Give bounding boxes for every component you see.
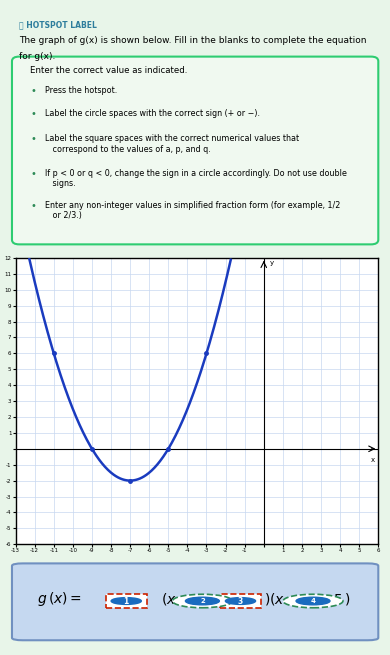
Text: 1: 1 (124, 597, 129, 605)
Text: for g(x).: for g(x). (19, 52, 56, 61)
Text: •: • (30, 134, 36, 145)
Text: 🔖 HOTSPOT LABEL: 🔖 HOTSPOT LABEL (19, 20, 97, 29)
Circle shape (283, 594, 343, 608)
Text: If p < 0 or q < 0, change the sign in a circle accordingly. Do not use double
  : If p < 0 or q < 0, change the sign in a … (44, 169, 346, 188)
Text: $)(x$: $)(x$ (264, 591, 285, 607)
Text: Enter the correct value as indicated.: Enter the correct value as indicated. (30, 66, 188, 75)
Circle shape (111, 597, 141, 605)
Circle shape (225, 597, 255, 605)
FancyBboxPatch shape (12, 563, 378, 641)
Text: •: • (30, 201, 36, 211)
Text: y: y (269, 259, 274, 265)
Text: 4: 4 (310, 598, 316, 604)
FancyBboxPatch shape (106, 594, 147, 608)
Text: x: x (370, 457, 374, 462)
Text: 2: 2 (200, 598, 205, 604)
Circle shape (296, 597, 330, 605)
Circle shape (185, 597, 219, 605)
Text: •: • (30, 109, 36, 119)
Text: •: • (30, 86, 36, 96)
Text: $(x$: $(x$ (161, 591, 176, 607)
Text: Label the square spaces with the correct numerical values that
   correspond to : Label the square spaces with the correct… (44, 134, 299, 154)
Text: The graph of g(x) is shown below. Fill in the blanks to complete the equation: The graph of g(x) is shown below. Fill i… (19, 36, 367, 45)
Text: •: • (30, 169, 36, 179)
FancyBboxPatch shape (220, 594, 261, 608)
Text: $g\,(x)=$: $g\,(x)=$ (37, 590, 82, 608)
Circle shape (172, 594, 232, 608)
FancyBboxPatch shape (12, 56, 378, 244)
Text: Label the circle spaces with the correct sign (+ or −).: Label the circle spaces with the correct… (44, 109, 260, 119)
Text: Enter any non-integer values in simplified fraction form (for example, 1/2
   or: Enter any non-integer values in simplifi… (44, 201, 340, 220)
Text: Press the hotspot.: Press the hotspot. (44, 86, 117, 96)
Text: 3: 3 (238, 597, 243, 605)
Text: $5\,)$: $5\,)$ (333, 591, 350, 607)
